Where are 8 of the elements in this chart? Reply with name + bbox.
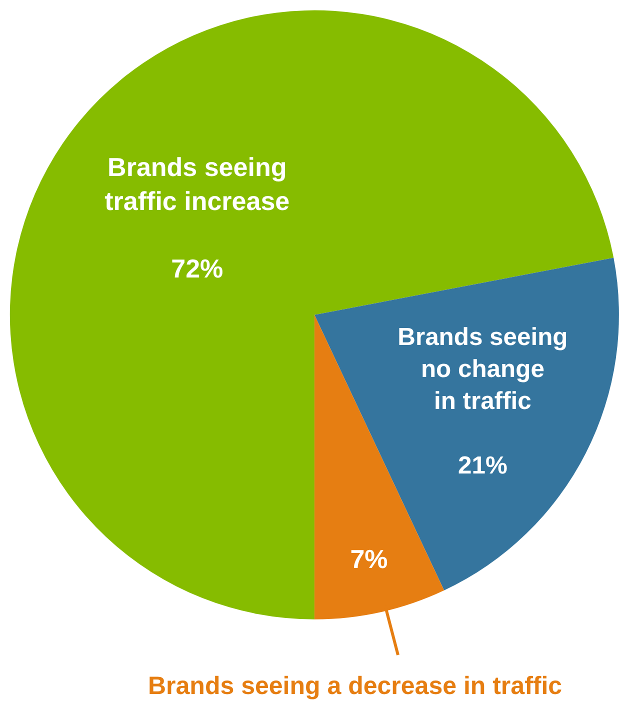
data-label: 72% xyxy=(171,253,224,284)
slice-label: Brands seeing no change in traffic xyxy=(398,324,568,416)
pie-slice xyxy=(10,10,614,620)
data-label: 7% xyxy=(350,544,388,574)
slice-label: Brands seeing traffic increase xyxy=(104,152,290,216)
slice-label: Brands seeing a decrease in traffic xyxy=(148,672,562,700)
pie-slice xyxy=(314,258,619,590)
data-label: 21% xyxy=(458,452,508,480)
